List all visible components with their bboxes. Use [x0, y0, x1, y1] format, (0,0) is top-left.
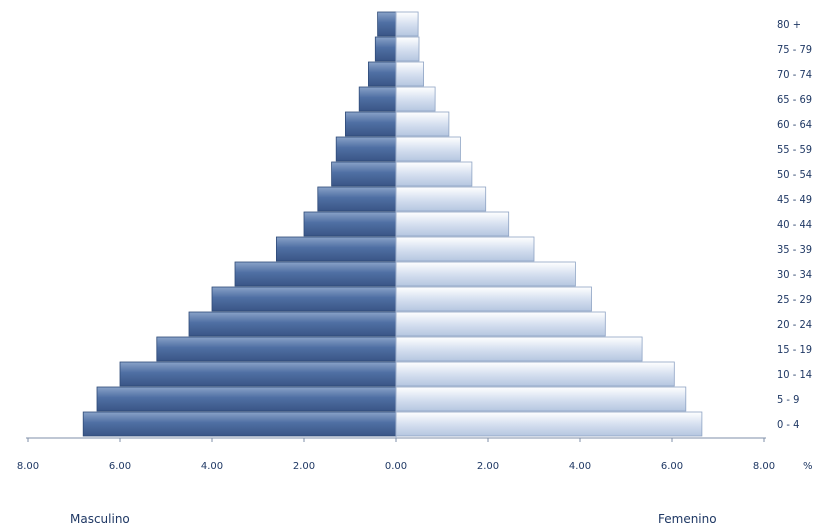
age-label-4: 20 - 24	[777, 318, 812, 331]
bar-male-13	[358, 86, 397, 112]
x-tick-label-2: 4.00	[201, 461, 223, 472]
age-label-12: 60 - 64	[777, 118, 812, 131]
age-label-8: 40 - 44	[777, 218, 812, 231]
age-label-5: 25 - 29	[777, 293, 812, 306]
bar-female-7	[395, 236, 535, 262]
bar-male-2	[119, 361, 397, 387]
age-label-10: 50 - 54	[777, 168, 812, 181]
female-series-label: Femenino	[658, 512, 717, 526]
x-tick-label-3: 2.00	[293, 461, 315, 472]
bars-group	[82, 11, 703, 437]
age-label-15: 75 - 79	[777, 43, 812, 56]
bar-female-0	[395, 411, 703, 437]
bar-male-11	[335, 136, 397, 162]
bar-female-12	[395, 111, 450, 137]
age-label-14: 70 - 74	[777, 68, 812, 81]
bar-male-16	[377, 11, 397, 37]
x-tick-label-5: 2.00	[477, 461, 499, 472]
bar-male-9	[317, 186, 397, 212]
age-label-0: 0 - 4	[777, 418, 799, 431]
bar-female-10	[395, 161, 473, 187]
bar-male-10	[331, 161, 397, 187]
x-tick-label-4: 0.00	[385, 461, 407, 472]
x-axis-unit: %	[803, 461, 813, 472]
bar-male-7	[275, 236, 397, 262]
x-axis: 8.00 6.00 4.00 2.00 0.00 2.00 4.00 6.00 8.00	[17, 12, 775, 472]
bar-male-4	[188, 311, 397, 337]
bar-female-3	[395, 336, 643, 362]
bar-female-4	[395, 311, 606, 337]
bar-male-5	[211, 286, 397, 312]
bar-male-15	[374, 36, 397, 62]
x-tick-label-8: 8.00	[753, 461, 775, 472]
age-label-2: 10 - 14	[777, 368, 812, 381]
bar-male-1	[96, 386, 397, 412]
age-label-7: 35 - 39	[777, 243, 812, 256]
bar-female-2	[395, 361, 675, 387]
male-series-label: Masculino	[70, 512, 130, 526]
bar-female-16	[395, 11, 419, 37]
bar-female-8	[395, 211, 510, 237]
x-tick-label-6: 4.00	[569, 461, 591, 472]
bar-female-15	[395, 36, 420, 62]
age-group-labels: 0 - 4 5 - 9 10 - 14 15 - 19 20 - 24 25 - 29 30…	[777, 18, 812, 431]
age-label-1: 5 - 9	[777, 393, 799, 406]
bar-male-8	[303, 211, 397, 237]
x-tick-label-7: 6.00	[661, 461, 683, 472]
bar-male-6	[234, 261, 397, 287]
age-label-6: 30 - 34	[777, 268, 812, 281]
bar-female-6	[395, 261, 576, 287]
bar-female-9	[395, 186, 487, 212]
age-label-16: 80 +	[777, 18, 801, 31]
bar-female-14	[395, 61, 425, 87]
age-label-3: 15 - 19	[777, 343, 812, 356]
bar-male-3	[156, 336, 397, 362]
bar-female-1	[395, 386, 687, 412]
age-label-9: 45 - 49	[777, 193, 812, 206]
bar-male-14	[367, 61, 397, 87]
age-label-13: 65 - 69	[777, 93, 812, 106]
bar-female-11	[395, 136, 461, 162]
age-label-11: 55 - 59	[777, 143, 812, 156]
bar-female-13	[395, 86, 436, 112]
bar-male-0	[82, 411, 397, 437]
bar-male-12	[344, 111, 397, 137]
x-tick-label-0: 8.00	[17, 461, 39, 472]
x-tick-label-1: 6.00	[109, 461, 131, 472]
bar-female-5	[395, 286, 592, 312]
